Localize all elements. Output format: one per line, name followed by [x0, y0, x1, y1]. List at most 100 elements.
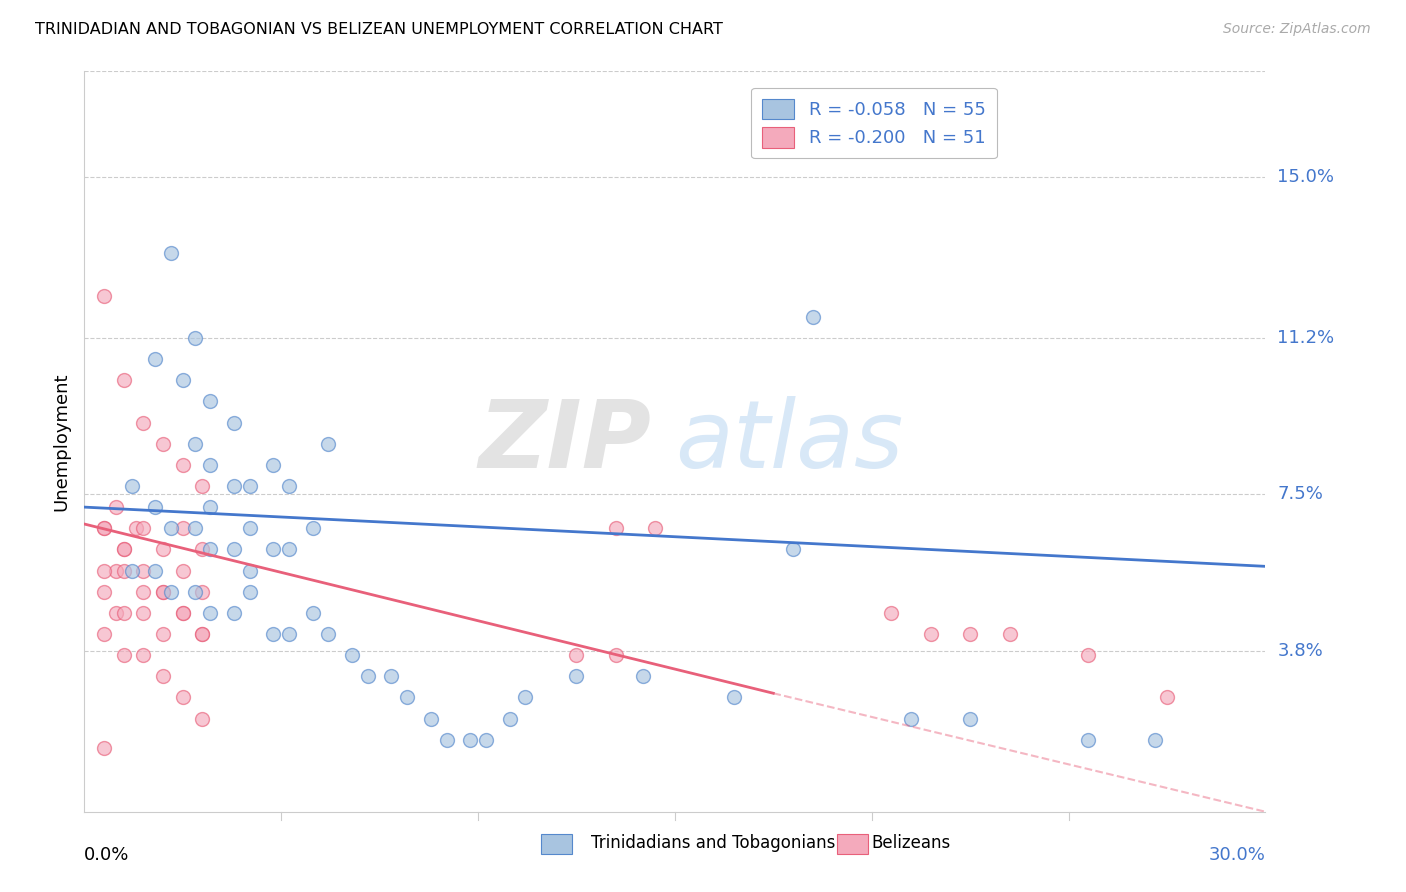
Point — [124, 521, 146, 535]
Point — [121, 479, 143, 493]
Point — [565, 648, 588, 663]
Point — [959, 627, 981, 641]
Point — [132, 584, 155, 599]
Point — [900, 712, 922, 726]
Point — [222, 606, 245, 620]
Text: 30.0%: 30.0% — [1209, 846, 1265, 863]
Point — [239, 521, 262, 535]
Point — [191, 627, 214, 641]
Point — [301, 606, 323, 620]
Point — [782, 542, 804, 557]
Point — [801, 310, 824, 324]
Point — [104, 606, 127, 620]
Point — [200, 542, 222, 557]
Point — [152, 584, 174, 599]
Point — [112, 648, 135, 663]
Point — [112, 542, 135, 557]
Point — [172, 606, 194, 620]
Point — [200, 458, 222, 472]
Point — [132, 606, 155, 620]
Text: 0.0%: 0.0% — [84, 846, 129, 863]
Point — [498, 712, 520, 726]
Point — [93, 521, 115, 535]
Point — [605, 521, 627, 535]
Point — [1077, 648, 1099, 663]
Point — [239, 479, 262, 493]
Point — [565, 669, 588, 683]
Point — [152, 542, 174, 557]
Point — [262, 542, 284, 557]
Point — [880, 606, 903, 620]
Point — [93, 564, 115, 578]
Text: ZIP: ZIP — [478, 395, 651, 488]
Point — [132, 416, 155, 430]
Y-axis label: Unemployment: Unemployment — [52, 372, 70, 511]
Point — [160, 521, 183, 535]
Point — [200, 606, 222, 620]
Text: 15.0%: 15.0% — [1277, 168, 1334, 186]
Point — [132, 521, 155, 535]
Point — [278, 627, 301, 641]
Point — [143, 500, 166, 515]
Point — [605, 648, 627, 663]
Point — [152, 627, 174, 641]
Text: Belizeans: Belizeans — [872, 834, 950, 852]
Point — [920, 627, 942, 641]
Point — [93, 521, 115, 535]
Point — [1077, 732, 1099, 747]
Point — [959, 712, 981, 726]
Point — [112, 606, 135, 620]
Point — [143, 564, 166, 578]
Point — [93, 627, 115, 641]
Point — [222, 479, 245, 493]
Point — [93, 741, 115, 756]
Point — [104, 564, 127, 578]
Point — [172, 606, 194, 620]
Point — [436, 732, 458, 747]
Point — [191, 627, 214, 641]
Text: 3.8%: 3.8% — [1277, 642, 1323, 660]
Point — [191, 712, 214, 726]
Point — [121, 564, 143, 578]
Point — [458, 732, 481, 747]
Point — [104, 500, 127, 515]
Point — [239, 584, 262, 599]
Point — [998, 627, 1021, 641]
Point — [357, 669, 380, 683]
Point — [1144, 732, 1167, 747]
Point — [222, 416, 245, 430]
Text: Trinidadians and Tobagonians: Trinidadians and Tobagonians — [591, 834, 835, 852]
Point — [172, 458, 194, 472]
Text: atlas: atlas — [675, 396, 903, 487]
Point — [380, 669, 402, 683]
Point — [239, 564, 262, 578]
Legend: R = -0.058   N = 55, R = -0.200   N = 51: R = -0.058 N = 55, R = -0.200 N = 51 — [751, 87, 997, 159]
Point — [200, 394, 222, 409]
Point — [200, 500, 222, 515]
Point — [644, 521, 666, 535]
Point — [132, 564, 155, 578]
Point — [183, 436, 205, 450]
Point — [262, 627, 284, 641]
Point — [172, 564, 194, 578]
Point — [152, 584, 174, 599]
Point — [515, 690, 537, 705]
Point — [396, 690, 419, 705]
Point — [191, 542, 214, 557]
Point — [172, 521, 194, 535]
Point — [318, 627, 340, 641]
Point — [93, 584, 115, 599]
Point — [318, 436, 340, 450]
Point — [191, 584, 214, 599]
Point — [633, 669, 655, 683]
Point — [160, 246, 183, 260]
Point — [222, 542, 245, 557]
Point — [112, 373, 135, 387]
Point — [475, 732, 498, 747]
Point — [143, 352, 166, 367]
Point — [723, 690, 745, 705]
Text: 11.2%: 11.2% — [1277, 329, 1334, 347]
Point — [1156, 690, 1178, 705]
Point — [278, 542, 301, 557]
Point — [278, 479, 301, 493]
